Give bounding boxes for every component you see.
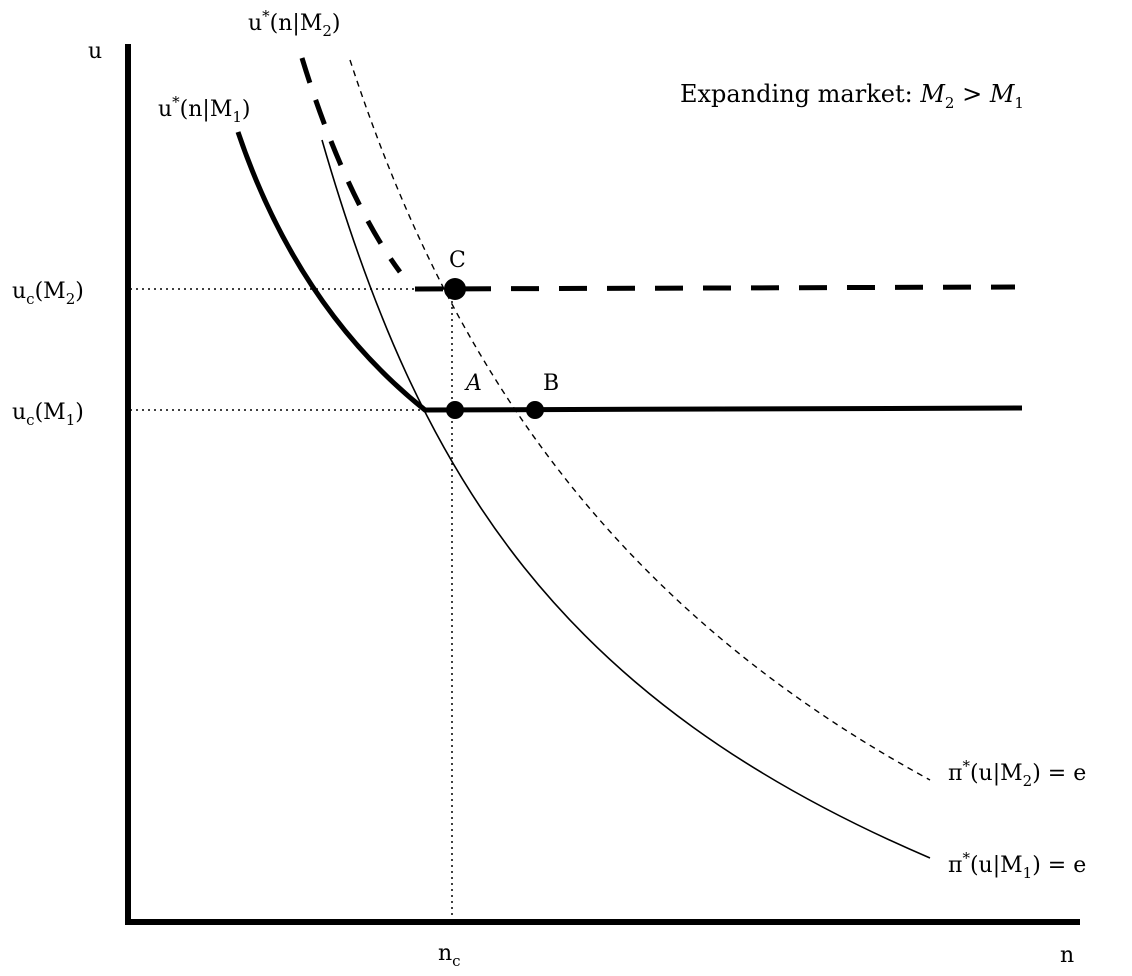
tick-uc-m1: uc(M1) [12, 400, 84, 429]
tick-nc: nc [438, 941, 461, 970]
label-pi-m1: π*(u|M1) = e [948, 849, 1086, 882]
diagram-title: Expanding market: M2 > M1 [680, 80, 1024, 112]
ustar-m2-flat [414, 284, 1016, 292]
point-c-label: C [449, 248, 466, 273]
point-b-marker [526, 401, 544, 419]
ustar-m1-curve [235, 131, 1023, 413]
label-ustar-m1: u*(n|M1) [158, 93, 251, 126]
tick-uc-m2: uc(M2) [12, 279, 84, 308]
point-b-label: B [543, 371, 559, 396]
point-a-label: A [464, 371, 482, 396]
point-a-marker [446, 401, 464, 419]
point-c-marker [444, 278, 466, 300]
pi-m1-curve [321, 139, 931, 859]
label-pi-m2: π*(u|M2) = e [948, 757, 1086, 790]
pi-m2-curve [349, 59, 931, 781]
ustar-m2-curve [299, 57, 403, 274]
x-axis-label: n [1060, 943, 1074, 968]
y-axis-label: u [88, 39, 102, 64]
label-ustar-m2: u*(n|M2) [248, 7, 341, 40]
